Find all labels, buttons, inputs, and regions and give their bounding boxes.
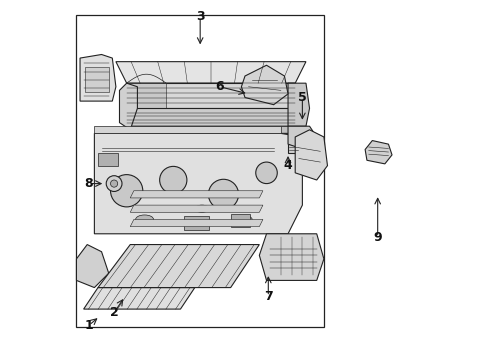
Circle shape bbox=[106, 176, 122, 192]
Text: 9: 9 bbox=[373, 231, 382, 244]
Bar bbox=[98, 153, 118, 166]
Polygon shape bbox=[365, 140, 392, 164]
Polygon shape bbox=[242, 65, 288, 105]
Polygon shape bbox=[116, 62, 306, 83]
Polygon shape bbox=[98, 244, 259, 288]
Circle shape bbox=[160, 166, 187, 194]
Polygon shape bbox=[95, 134, 302, 234]
Ellipse shape bbox=[136, 215, 153, 224]
Polygon shape bbox=[288, 144, 299, 153]
Polygon shape bbox=[80, 54, 116, 101]
Polygon shape bbox=[126, 108, 295, 126]
Polygon shape bbox=[288, 126, 317, 151]
Text: 4: 4 bbox=[284, 159, 293, 172]
Polygon shape bbox=[130, 220, 263, 226]
Polygon shape bbox=[76, 244, 109, 288]
Circle shape bbox=[256, 162, 277, 184]
Text: 3: 3 bbox=[196, 10, 204, 23]
Ellipse shape bbox=[238, 216, 252, 223]
Ellipse shape bbox=[195, 205, 209, 212]
Polygon shape bbox=[130, 191, 263, 198]
Text: 7: 7 bbox=[264, 290, 272, 303]
Bar bbox=[184, 216, 209, 230]
Bar bbox=[85, 67, 109, 92]
Circle shape bbox=[111, 180, 118, 187]
Text: 1: 1 bbox=[85, 319, 94, 332]
Bar bbox=[76, 15, 324, 327]
Polygon shape bbox=[259, 234, 324, 280]
Polygon shape bbox=[288, 83, 310, 126]
Polygon shape bbox=[95, 126, 281, 134]
Polygon shape bbox=[126, 83, 295, 108]
Text: 5: 5 bbox=[298, 91, 307, 104]
Polygon shape bbox=[126, 83, 166, 108]
Polygon shape bbox=[130, 205, 263, 212]
Bar bbox=[231, 214, 250, 226]
Text: 2: 2 bbox=[110, 306, 119, 319]
Text: 8: 8 bbox=[85, 177, 93, 190]
Text: 6: 6 bbox=[216, 80, 224, 93]
Polygon shape bbox=[120, 83, 137, 130]
Polygon shape bbox=[126, 126, 306, 134]
Circle shape bbox=[111, 175, 143, 207]
Polygon shape bbox=[295, 130, 327, 180]
Polygon shape bbox=[84, 288, 195, 309]
Circle shape bbox=[208, 179, 239, 210]
